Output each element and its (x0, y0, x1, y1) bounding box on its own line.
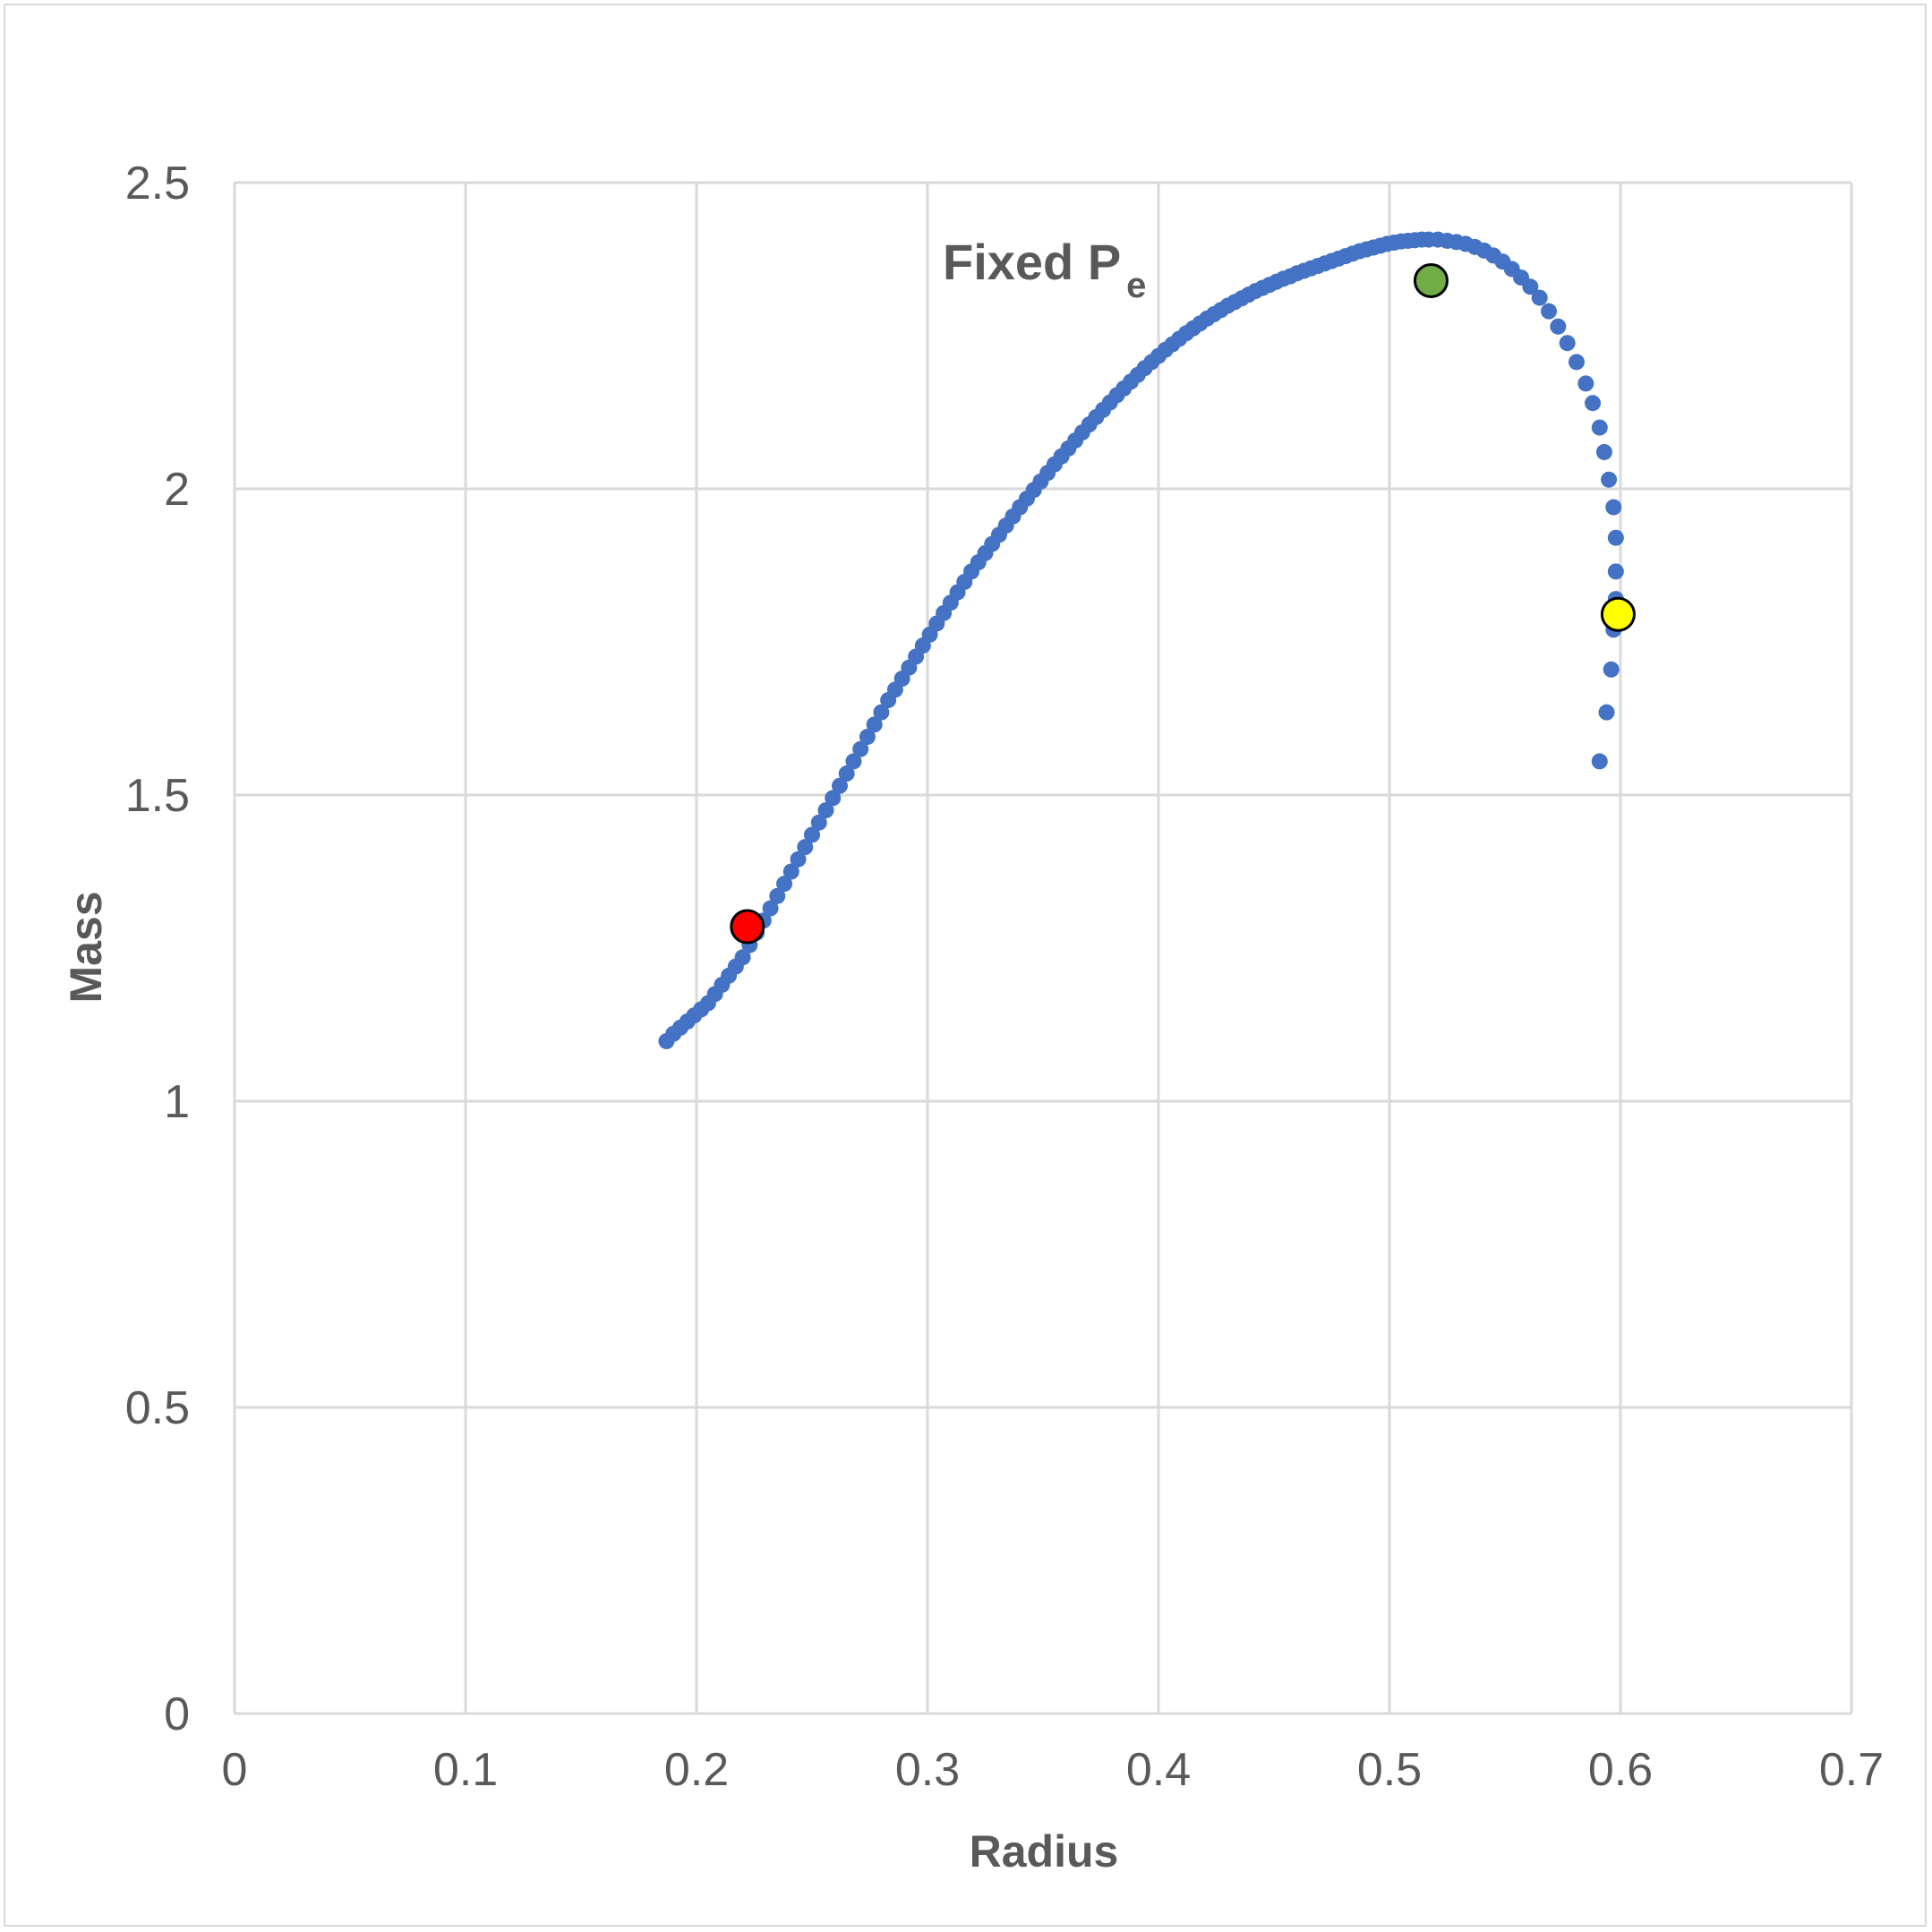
annotation-text: Fixed P (943, 234, 1121, 290)
highlight-point (1600, 596, 1636, 632)
data-point (1559, 335, 1576, 352)
data-point (1541, 303, 1558, 320)
data-point (734, 949, 751, 966)
x-tick-label: 0 (222, 1744, 248, 1796)
data-point (831, 777, 848, 794)
data-point (1577, 375, 1594, 392)
x-tick-label: 0.1 (433, 1744, 498, 1796)
highlight-point (1413, 262, 1449, 298)
highlight-point (730, 909, 765, 945)
data-point (838, 765, 855, 782)
data-point (1522, 278, 1539, 295)
data-point (782, 863, 799, 880)
y-tick-label: 0.5 (125, 1382, 190, 1434)
y-tick-label: 1.5 (125, 770, 190, 822)
data-point (866, 716, 883, 733)
data-point (804, 826, 820, 843)
data-point (817, 802, 834, 819)
x-tick-label: 0.5 (1357, 1744, 1422, 1796)
data-point (1568, 354, 1585, 371)
data-point (873, 704, 890, 721)
y-tick-labels: 0 0.5 1 1.5 2 2.5 (125, 158, 190, 1740)
data-point (790, 851, 807, 868)
data-point (1603, 661, 1620, 678)
y-axis-title: Mass (61, 891, 111, 1003)
x-tick-labels: 0 0.1 0.2 0.3 0.4 0.5 0.6 0.7 (222, 1744, 1885, 1796)
data-point (1595, 443, 1612, 460)
data-point (797, 839, 814, 856)
chart-frame (4, 4, 1927, 1927)
y-tick-label: 2.5 (125, 158, 190, 209)
data-point (1550, 318, 1567, 335)
x-tick-label: 0.6 (1588, 1744, 1653, 1796)
x-tick-label: 0.7 (1819, 1744, 1884, 1796)
data-point (845, 753, 862, 770)
x-tick-label: 0.2 (664, 1744, 729, 1796)
data-point (762, 900, 779, 917)
annotation-subscript: e (1126, 266, 1146, 305)
data-point (810, 814, 827, 831)
data-point (1607, 529, 1624, 546)
data-point (1601, 471, 1618, 488)
highlight-points (730, 262, 1636, 945)
x-tick-label: 0.3 (895, 1744, 960, 1796)
data-point (1531, 289, 1548, 306)
data-point (776, 876, 793, 893)
data-point (1591, 753, 1608, 770)
data-point (1598, 704, 1615, 721)
data-point (852, 740, 869, 757)
data-point (859, 729, 876, 746)
data-points (658, 231, 1624, 1049)
y-tick-label: 1 (164, 1076, 190, 1128)
data-point (1607, 563, 1624, 580)
data-point (1591, 419, 1608, 436)
y-tick-label: 0 (164, 1688, 190, 1740)
gridlines (233, 181, 1853, 1715)
data-point (769, 887, 786, 904)
data-point (825, 790, 842, 807)
y-tick-label: 2 (164, 464, 190, 516)
data-point (1605, 499, 1622, 516)
data-point (1585, 395, 1602, 412)
x-axis-title: Radius (970, 1826, 1119, 1876)
x-tick-label: 0.4 (1126, 1744, 1191, 1796)
